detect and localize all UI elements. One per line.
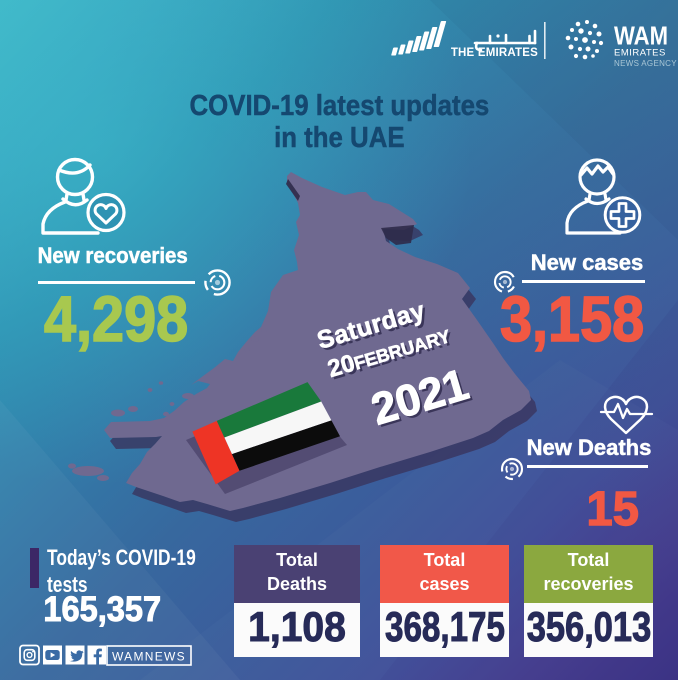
svg-text:NEWS AGENCY: NEWS AGENCY — [614, 59, 677, 68]
svg-text:THE EMIRATES: THE EMIRATES — [451, 47, 538, 59]
svg-text:WAMNEWS: WAMNEWS — [112, 650, 186, 664]
svg-text:WAM: WAM — [614, 22, 668, 51]
svg-text:EMIRATES: EMIRATES — [614, 48, 666, 59]
